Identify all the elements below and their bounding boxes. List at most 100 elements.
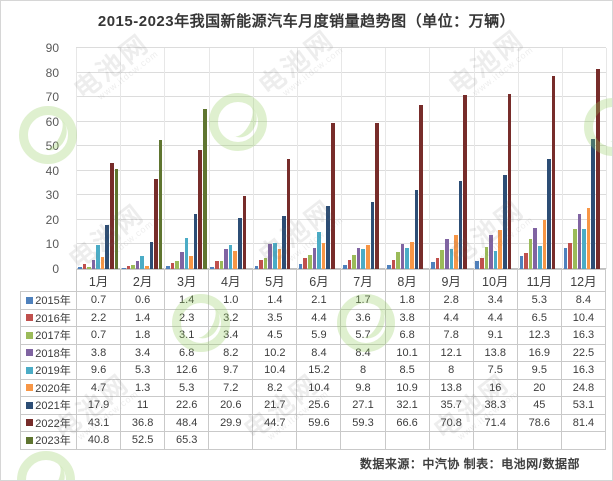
value-cell: 1.3 [120,378,166,397]
bar-2021年-10月 [503,174,507,269]
value-cell: 8.4 [560,291,607,310]
value-cell: 15.2 [296,361,342,380]
bar-2020年-4月 [233,251,237,269]
bar-2023年-2月 [158,140,163,269]
bar-2017年-6月 [307,254,312,269]
bar-2017年-9月 [440,249,445,269]
y-tick-label: 70 [45,90,59,105]
month-header-cell: 9月 [428,269,474,292]
value-cell: 1.4 [164,291,210,310]
gridline-vertical [385,48,387,269]
value-cell: 16 [472,378,518,397]
bar-group-4月 [209,48,253,269]
value-cell: 3.5 [252,308,298,327]
bar-2019年-12月 [582,228,586,269]
value-cell: 9.7 [208,361,254,380]
bar-2020年-8月 [410,242,414,269]
bar-2016年-1月 [82,263,87,269]
bar-2020年-1月 [100,257,105,269]
value-cell: 10.4 [560,308,607,327]
month-header-cell: 8月 [384,269,430,292]
gridline-vertical [606,48,607,269]
value-cell: 66.6 [384,413,430,432]
legend-key-2018年: 2018年 [20,343,77,362]
bar-group-2月 [120,48,164,269]
bar-group-8月 [385,48,429,269]
value-cell: 5.3 [120,361,166,380]
bar-2022年-6月 [330,122,335,269]
value-cell: 52.5 [120,431,166,450]
value-cell: 6.8 [164,343,210,362]
bar-2018年-10月 [489,235,493,269]
value-cell: 3.4 [208,326,254,345]
value-cell: 9.6 [75,361,122,380]
legend-label: 2017年 [35,330,71,343]
bar-2018年-2月 [135,260,140,269]
value-cell: 0.6 [120,291,166,310]
bar-group-1月 [76,48,120,269]
bar-group-5月 [253,48,297,269]
value-cell: 11 [120,396,166,415]
y-tick-label: 90 [45,41,59,55]
bar-2019年-2月 [140,256,145,269]
legend-swatch [26,436,34,444]
gridline-vertical [517,48,519,269]
y-tick-label: 50 [45,139,59,154]
value-cell: 10.9 [384,378,430,397]
value-cell: 5.9 [296,326,342,345]
value-cell: 22.6 [164,396,210,415]
legend-swatch [26,419,34,427]
value-cell: 10.4 [252,361,298,380]
gridline-vertical [296,48,298,269]
bar-2016年-6月 [303,258,307,269]
value-cell: 1.4 [252,291,298,310]
bar-2015年-4月 [210,266,215,269]
value-cell: 22.5 [560,343,607,362]
value-cell [384,431,430,450]
value-cell: 70.8 [428,413,474,432]
legend-key-2023年: 2023年 [20,431,77,450]
bar-chart: 0 10 20 30 40 50 60 70 80 90 [1,42,607,275]
month-header-cell: 4月 [208,269,254,292]
watermark-logo-icon [17,451,75,480]
bar-2022年-2月 [154,178,158,269]
bar-2022年-3月 [198,150,202,269]
value-cell: 7.5 [472,361,518,380]
value-cell: 8.2 [208,343,254,362]
value-cell: 3.1 [164,326,210,345]
gridline-horizontal [76,47,606,48]
bar-series-layer [76,48,606,269]
bar-group-10月 [474,48,518,269]
table-row-2022年: 2022年 43.1 36.8 48.4 29.9 44.7 59.6 59.3 66.6 70.… [20,413,607,432]
bar-2018年-6月 [312,248,317,269]
bar-2017年-8月 [396,252,400,269]
bar-group-6月 [297,48,341,269]
bar-2018年-4月 [224,248,228,269]
value-cell: 7.8 [428,326,474,345]
value-cell: 7.2 [208,378,254,397]
gridline-vertical [252,48,254,269]
bar-2021年-8月 [414,190,419,269]
legend-label: 2022年 [35,417,71,430]
bar-2015年-5月 [254,265,259,269]
value-cell: 12.6 [164,361,210,380]
bar-2018年-7月 [356,248,361,269]
value-cell: 17.9 [75,396,122,415]
value-cell: 8.5 [384,361,430,380]
bar-2017年-11月 [528,238,533,269]
legend-label: 2015年 [35,295,71,308]
bar-2017年-4月 [219,260,224,269]
bar-2022年-10月 [507,93,512,269]
bar-2019年-9月 [449,249,454,269]
bar-group-9月 [429,48,473,269]
value-cell: 38.3 [472,396,518,415]
value-cell: 3.6 [340,308,386,327]
bar-2015年-7月 [342,264,347,269]
value-cell: 10.2 [252,343,298,362]
value-cell: 16.3 [560,361,607,380]
value-cell: 0.7 [75,291,122,310]
table-row-2023年: 2023年 40.8 52.5 65.3 [20,431,607,450]
table-row-2021年: 2021年 17.9 11 22.6 20.6 21.7 25.6 27.1 32.1 35.7 3… [20,396,607,415]
bar-2018年-9月 [445,239,449,269]
legend-key-2020年: 2020年 [20,378,77,397]
